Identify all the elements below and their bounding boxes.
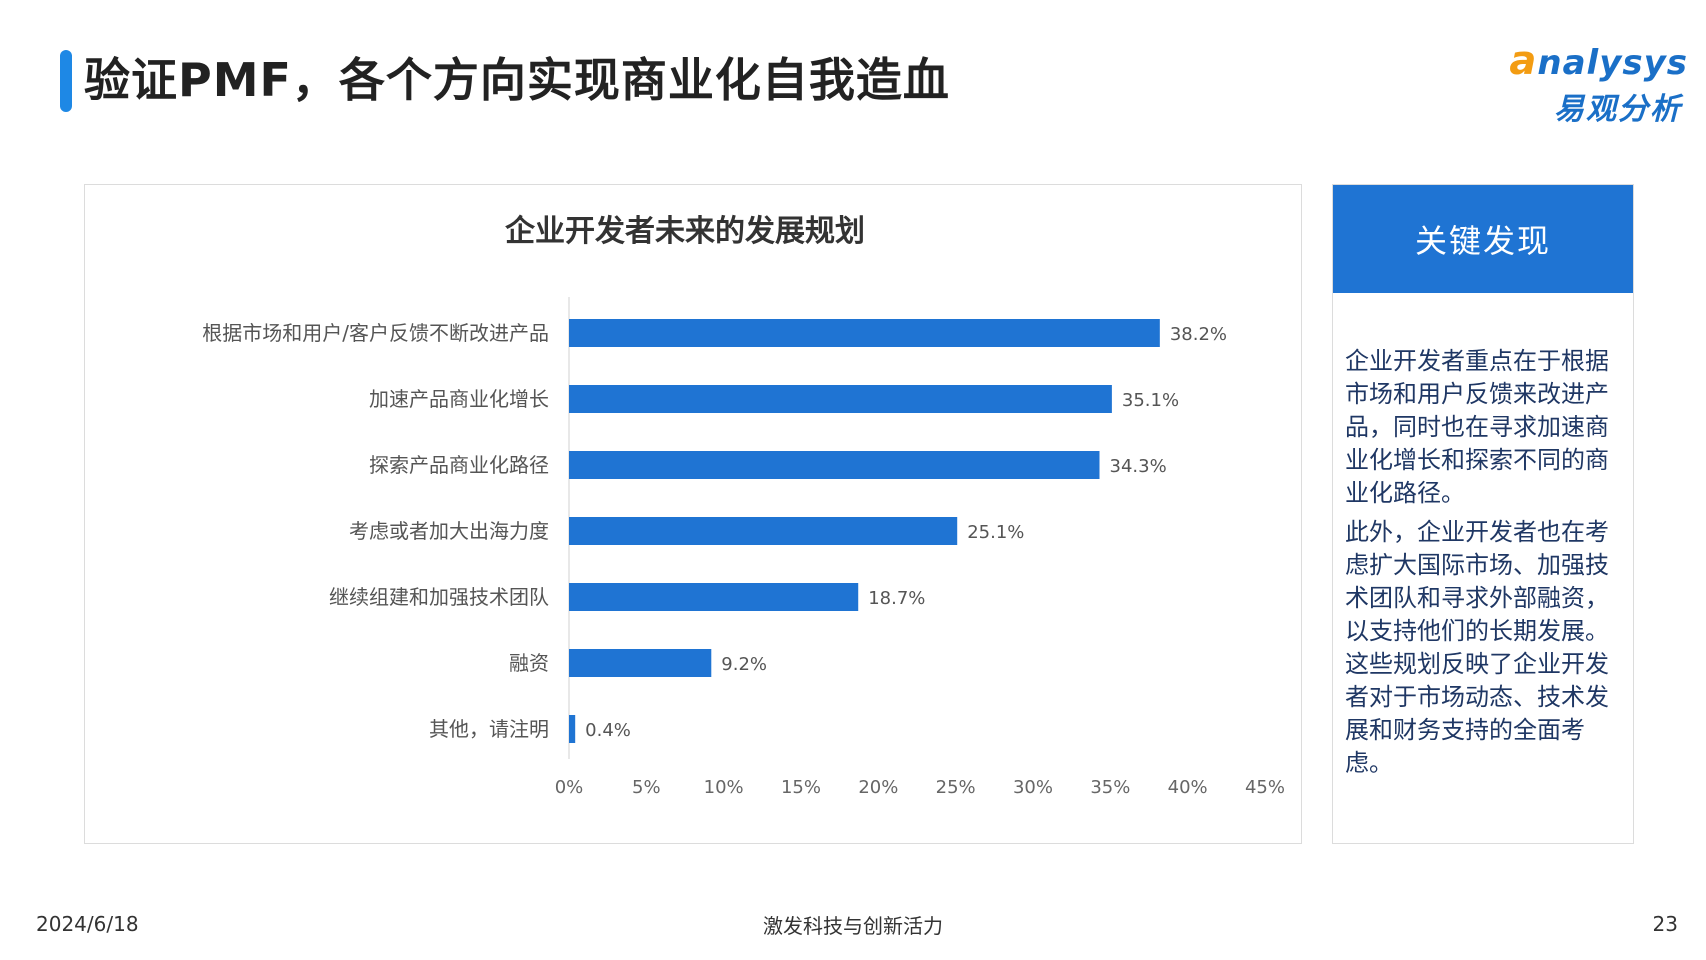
finding-paragraph: 企业开发者重点在于根据市场和用户反馈来改进产品，同时也在寻求加速商业化增长和探索…	[1345, 347, 1609, 507]
x-tick-label: 10%	[704, 777, 744, 798]
category-label: 继续组建和加强技术团队	[329, 585, 549, 609]
x-tick-label: 30%	[1013, 777, 1053, 798]
bar-value-label: 18.7%	[868, 588, 925, 609]
x-tick-label: 35%	[1090, 777, 1130, 798]
bar	[569, 649, 712, 677]
title-accent-bar	[60, 50, 72, 112]
bar-value-label: 38.2%	[1170, 324, 1227, 345]
page-number: 23	[1652, 912, 1678, 936]
bar	[569, 583, 859, 611]
logo-en-rest: nalysys	[1537, 43, 1688, 83]
category-label: 考虑或者加大出海力度	[349, 519, 549, 543]
footer-date: 2024/6/18	[36, 912, 139, 936]
bar-value-label: 35.1%	[1122, 390, 1179, 411]
bar-value-label: 0.4%	[585, 720, 631, 741]
finding-paragraph: 此外，企业开发者也在考虑扩大国际市场、加强技术团队和寻求外部融资，以支持他们的长…	[1345, 518, 1609, 777]
x-tick-label: 0%	[555, 777, 584, 798]
category-label: 加速产品商业化增长	[369, 387, 549, 411]
bar-value-label: 34.3%	[1110, 456, 1167, 477]
category-label: 其他，请注明	[429, 717, 549, 741]
category-label: 探索产品商业化路径	[369, 453, 549, 477]
bar	[569, 517, 958, 545]
logo-en: analysys	[1509, 38, 1688, 84]
category-label: 根据市场和用户/客户反馈不断改进产品	[202, 321, 549, 345]
chart-title: 企业开发者未来的发展规划	[505, 214, 865, 249]
x-tick-label: 15%	[781, 777, 821, 798]
page-title: 验证PMF，各个方向实现商业化自我造血	[84, 53, 950, 107]
x-tick-label: 20%	[858, 777, 898, 798]
logo-cn: 易观分析	[1554, 92, 1682, 127]
bar	[569, 451, 1100, 479]
x-tick-label: 25%	[936, 777, 976, 798]
bar	[569, 319, 1160, 347]
x-tick-label: 5%	[632, 777, 661, 798]
key-findings-text: 企业开发者重点在于根据市场和用户反馈来改进产品，同时也在寻求加速商业化增长和探索…	[1333, 293, 1633, 780]
bar-value-label: 25.1%	[967, 522, 1024, 543]
bar-value-label: 9.2%	[721, 654, 767, 675]
key-findings-header: 关键发现	[1333, 185, 1633, 293]
bar	[569, 715, 576, 743]
key-findings-panel: 关键发现 企业开发者重点在于根据市场和用户反馈来改进产品，同时也在寻求加速商业化…	[1332, 184, 1634, 844]
bar	[569, 385, 1112, 413]
logo-en-first: a	[1509, 38, 1538, 84]
category-label: 融资	[509, 651, 549, 675]
footer-slogan: 激发科技与创新活力	[763, 914, 943, 938]
x-tick-label: 40%	[1168, 777, 1208, 798]
analysys-logo: analysys 易观分析	[1508, 38, 1688, 128]
chart-panel: 企业开发者未来的发展规划根据市场和用户/客户反馈不断改进产品 38.2% 加速产品商…	[84, 184, 1302, 844]
x-tick-label: 45%	[1245, 777, 1285, 798]
